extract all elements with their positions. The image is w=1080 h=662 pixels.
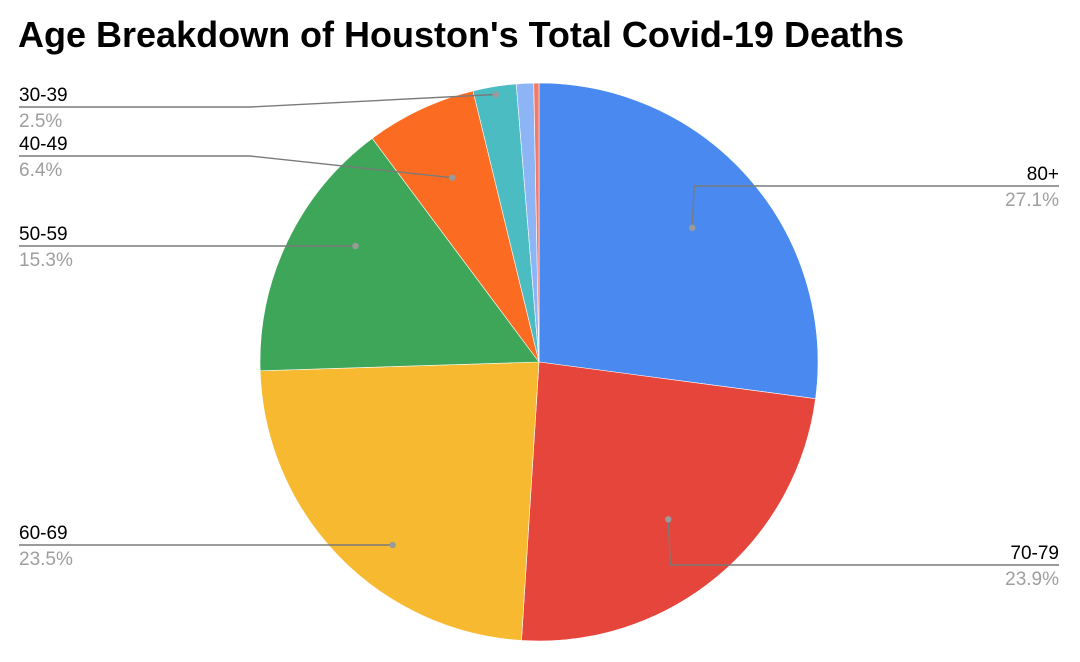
leader-dot (449, 174, 456, 181)
slice-percent: 23.9% (1005, 569, 1059, 590)
slice-label: 80+ (1027, 164, 1059, 185)
leader-dot (389, 541, 396, 549)
pie-labels: 80+ 27.1% 70-79 23.9% 60-69 23.5% 50-59 15.3% 40… (19, 85, 1059, 590)
slice-label: 50-59 (19, 224, 68, 245)
leader-line (691, 185, 1059, 228)
leader-line (19, 93, 496, 108)
pie-slice (521, 361, 816, 642)
pie-slice (538, 82, 819, 400)
pie-slice (371, 90, 540, 363)
slice-label: 40-49 (19, 134, 68, 155)
slice-percent: 23.5% (19, 549, 73, 570)
slice-label: 60-69 (19, 523, 68, 544)
leader-dot (352, 242, 359, 250)
slice-percent: 2.5% (19, 111, 62, 132)
leader-dot (689, 224, 696, 231)
chart-title: Age Breakdown of Houston's Total Covid-1… (18, 14, 904, 55)
leader-line (667, 519, 1059, 566)
pie-slice (533, 82, 540, 363)
leader-dot (665, 516, 672, 523)
leader-line (19, 155, 453, 179)
slice-percent: 27.1% (1005, 190, 1059, 211)
slice-label: 70-79 (1010, 543, 1059, 564)
pie-slice (259, 137, 540, 372)
slice-label: 30-39 (19, 85, 68, 106)
pie-slice (259, 361, 540, 641)
slice-percent: 15.3% (19, 250, 73, 271)
leader-dot (492, 91, 499, 98)
slice-percent: 6.4% (19, 160, 62, 181)
pie-slices (259, 82, 819, 642)
